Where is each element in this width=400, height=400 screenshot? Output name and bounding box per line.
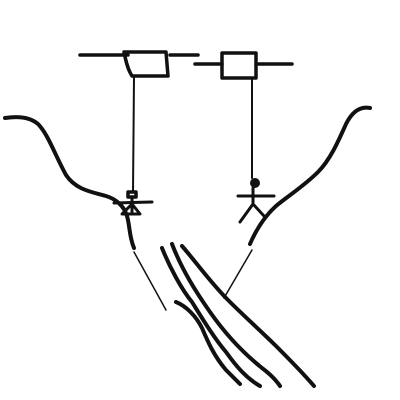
left-box: [122, 50, 170, 78]
crevasse-line-inner: [170, 242, 282, 388]
right-figure: [236, 178, 276, 224]
left-figure-body: [120, 196, 142, 216]
right-figure-body: [238, 186, 266, 224]
left-figure-head: [126, 190, 138, 199]
crevasse-line-outer-left: [160, 246, 262, 388]
right-canyon-wall: [248, 105, 372, 246]
crevasse-line-right: [180, 244, 316, 388]
left-figure: [112, 190, 154, 216]
right-slope-line: [223, 249, 253, 299]
left-slope-line: [133, 251, 167, 311]
left-canyon-wall: [3, 115, 136, 250]
right-figure-head: [250, 178, 260, 188]
crevasse-line-lower-left: [174, 300, 242, 386]
right-box: [220, 51, 258, 80]
left-rope: [132, 76, 135, 193]
